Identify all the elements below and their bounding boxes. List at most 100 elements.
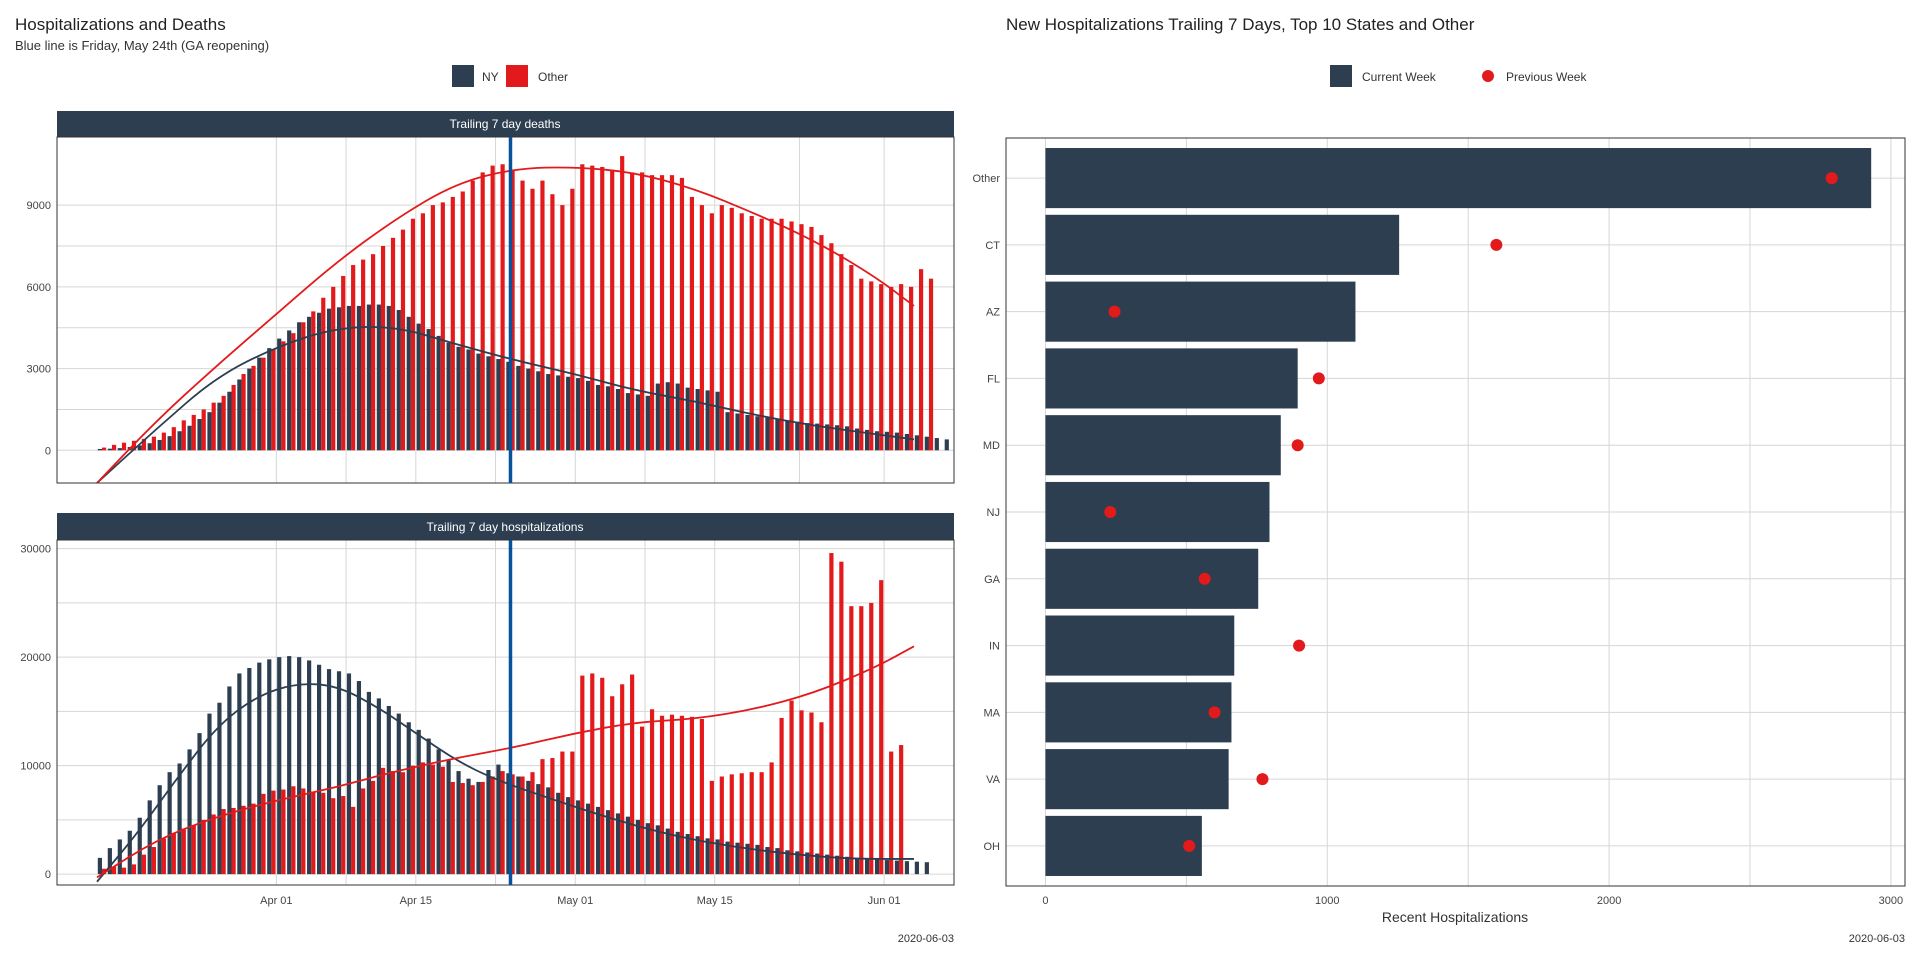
bar-ny bbox=[874, 431, 880, 451]
bar-other bbox=[689, 716, 695, 875]
legend-key-ny bbox=[452, 65, 474, 87]
x-tick-label: 0 bbox=[1042, 895, 1048, 907]
dot-previous-week bbox=[1183, 839, 1196, 852]
y-tick-label: 9000 bbox=[27, 200, 51, 212]
bar-other bbox=[101, 868, 107, 875]
bar-ny bbox=[386, 305, 391, 451]
bar-ny bbox=[346, 673, 352, 875]
bar-other bbox=[420, 762, 425, 875]
right-x-ticks: 0 1000 2000 3000 bbox=[1042, 895, 1903, 907]
bar-ny bbox=[456, 771, 461, 875]
bar-ny bbox=[426, 329, 431, 451]
bar-other bbox=[699, 205, 704, 451]
bar-ny bbox=[287, 330, 292, 451]
bar-current-week bbox=[1045, 615, 1235, 676]
bar-other bbox=[480, 172, 485, 451]
bar-ny bbox=[436, 749, 441, 875]
bar-other bbox=[111, 866, 117, 875]
bar-ny bbox=[586, 380, 591, 451]
bar-ny bbox=[605, 386, 611, 451]
bar-ny bbox=[615, 389, 621, 451]
facet-hosp-trends bbox=[96, 645, 915, 883]
left-chart-title: Hospitalizations and Deaths bbox=[15, 15, 226, 34]
bar-other bbox=[251, 365, 256, 451]
bar-other bbox=[171, 832, 176, 875]
bar-other bbox=[620, 684, 625, 875]
right-legend: Current Week Previous Week bbox=[1330, 65, 1587, 87]
bar-other bbox=[889, 286, 894, 451]
y-tick-label: 6000 bbox=[27, 282, 51, 294]
bar-ny bbox=[725, 841, 730, 875]
bar-ny bbox=[864, 429, 870, 451]
bar-ny bbox=[894, 860, 900, 875]
bar-other bbox=[231, 384, 236, 451]
bar-ny bbox=[177, 763, 182, 875]
bar-ny bbox=[845, 426, 850, 451]
bar-other bbox=[410, 765, 416, 875]
dot-previous-week bbox=[1198, 572, 1211, 585]
bar-ny bbox=[127, 830, 132, 875]
bar-other bbox=[679, 715, 685, 875]
bar-other bbox=[390, 237, 396, 451]
bar-other bbox=[600, 677, 605, 875]
bar-other bbox=[520, 776, 525, 875]
bar-other bbox=[859, 278, 864, 451]
bar-ny bbox=[356, 305, 362, 451]
bar-other bbox=[351, 806, 356, 875]
bar-ny bbox=[267, 659, 272, 875]
bar-ny bbox=[725, 412, 730, 451]
bar-other bbox=[420, 213, 425, 451]
bar-ny bbox=[217, 702, 222, 875]
bar-ny bbox=[635, 819, 641, 875]
bar-ny bbox=[825, 854, 830, 875]
bar-ny bbox=[605, 810, 611, 875]
bar-ny bbox=[376, 304, 381, 451]
bar-other bbox=[430, 205, 435, 451]
category-label: MA bbox=[984, 707, 1001, 719]
bar-ny bbox=[855, 857, 860, 875]
bar-ny bbox=[406, 722, 411, 875]
category-label: Other bbox=[972, 173, 1000, 185]
x-tick-label: Jun 01 bbox=[868, 895, 901, 907]
bar-ny bbox=[855, 428, 860, 451]
bar-ny bbox=[924, 436, 929, 451]
legend-label-current-week: Current Week bbox=[1362, 70, 1437, 84]
bar-ny bbox=[197, 733, 202, 875]
facet-hosp-border bbox=[56, 539, 955, 886]
facet-deaths-grid bbox=[57, 137, 954, 483]
bar-other bbox=[719, 776, 724, 875]
x-tick-label: 2000 bbox=[1597, 895, 1621, 907]
category-label: IN bbox=[989, 641, 1000, 653]
bar-ny bbox=[914, 861, 919, 875]
bar-other bbox=[500, 164, 505, 451]
bar-ny bbox=[316, 664, 322, 875]
bar-current-week bbox=[1045, 281, 1356, 342]
x-tick-label: Apr 01 bbox=[260, 895, 292, 907]
bar-other bbox=[151, 436, 156, 451]
bar-ny bbox=[167, 772, 172, 875]
bar-other bbox=[201, 819, 206, 875]
bar-other bbox=[739, 773, 744, 875]
bar-ny bbox=[187, 749, 192, 875]
bar-other bbox=[580, 675, 585, 875]
dot-previous-week bbox=[1256, 773, 1269, 786]
bar-ny bbox=[765, 847, 770, 875]
bar-ny bbox=[785, 850, 790, 875]
left-x-axis-ticks: Apr 01 Apr 15 May 01 May 15 Jun 01 bbox=[260, 895, 900, 907]
bar-current-week bbox=[1045, 415, 1281, 476]
facet-deaths-border bbox=[56, 136, 955, 484]
bar-ny bbox=[635, 394, 641, 451]
bar-ny bbox=[207, 412, 212, 451]
bar-ny bbox=[705, 390, 710, 451]
bar-ny bbox=[645, 395, 650, 451]
bar-other bbox=[221, 809, 226, 875]
bar-ny bbox=[316, 312, 322, 451]
bar-other bbox=[141, 438, 147, 451]
bar-other bbox=[869, 602, 874, 875]
bar-ny bbox=[665, 828, 670, 875]
bar-other bbox=[301, 788, 306, 875]
bar-ny bbox=[685, 387, 690, 451]
bar-other bbox=[610, 696, 615, 875]
bar-other bbox=[301, 322, 306, 451]
bar-other bbox=[610, 169, 615, 451]
